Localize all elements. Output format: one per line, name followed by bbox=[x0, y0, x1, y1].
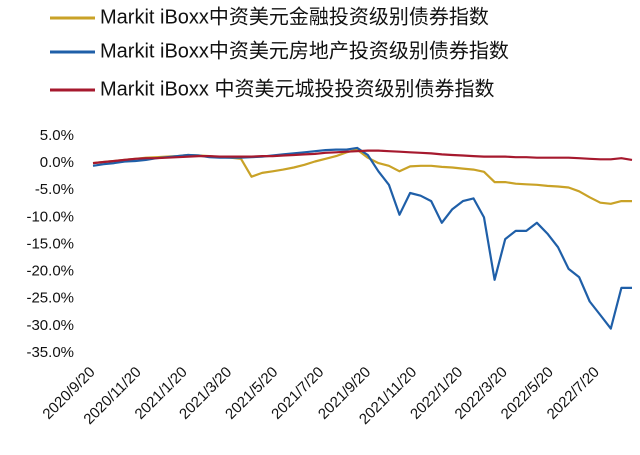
legend-label: Markit iBoxx 中资美元城投投资级别债券指数 bbox=[100, 77, 494, 100]
y-tick-label: -10.0% bbox=[26, 208, 74, 225]
y-tick-label: -15.0% bbox=[26, 235, 74, 252]
y-tick-label: -25.0% bbox=[26, 290, 74, 307]
series-line bbox=[92, 149, 633, 165]
legend-label: Markit iBoxx中资美元金融投资级别债券指数 bbox=[100, 5, 489, 28]
y-tick-label: -35.0% bbox=[26, 344, 74, 361]
legend-label: Markit iBoxx中资美元房地产投资级别债券指数 bbox=[100, 39, 509, 62]
y-tick-label: -5.0% bbox=[35, 181, 74, 198]
y-tick-label: -20.0% bbox=[26, 263, 74, 280]
y-tick-label: 0.0% bbox=[40, 154, 74, 171]
y-tick-label: 5.0% bbox=[40, 127, 74, 144]
series-line bbox=[92, 146, 632, 330]
y-tick-label: -30.0% bbox=[26, 317, 74, 334]
